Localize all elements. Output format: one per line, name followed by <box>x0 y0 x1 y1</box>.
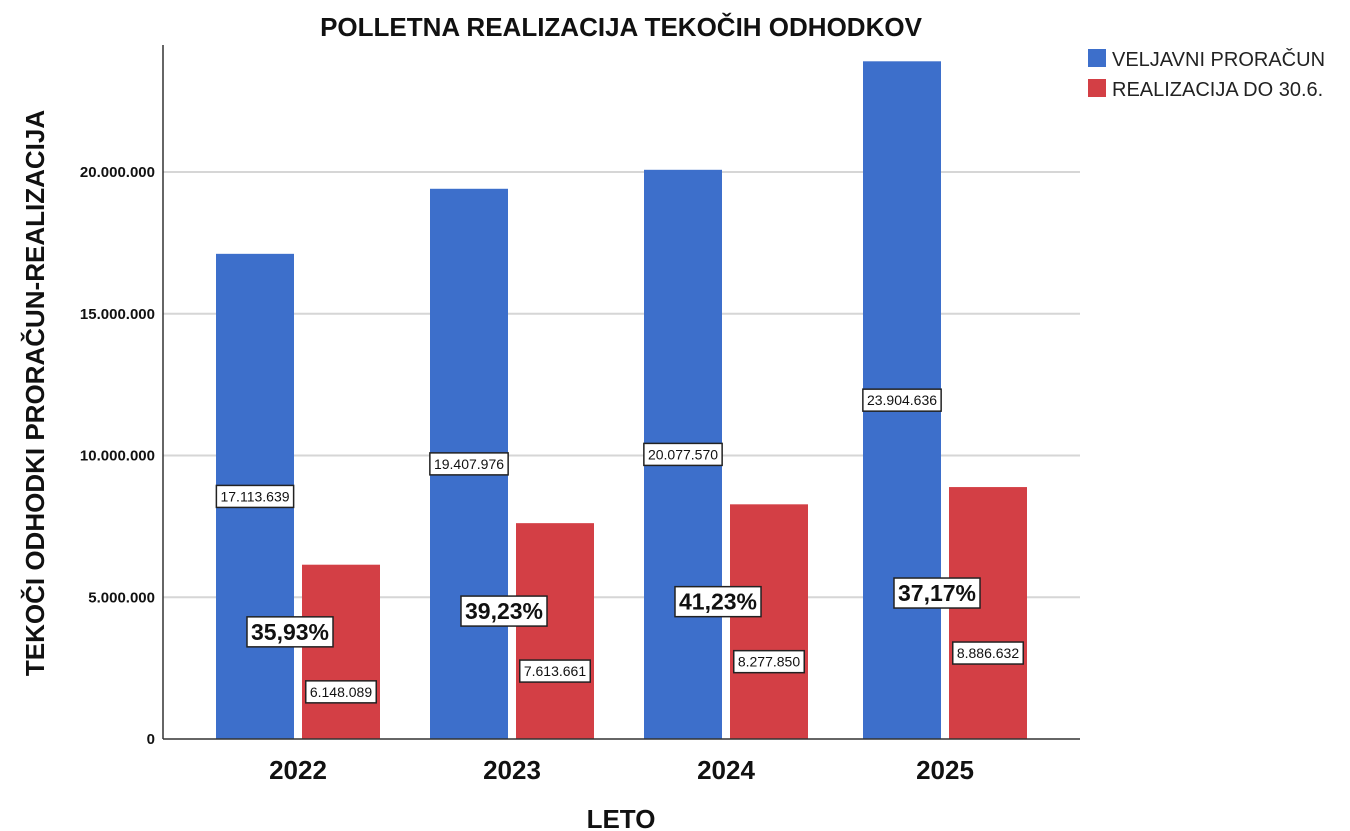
data-label-budget-box <box>862 388 942 412</box>
data-label-realization: 6.148.089 <box>310 684 372 700</box>
legend-swatch-realization <box>1088 79 1106 97</box>
data-label-budget-box <box>215 484 295 509</box>
data-label-realization: 7.613.661 <box>524 663 586 679</box>
percent-label: 41,23% <box>679 589 757 615</box>
data-label-realization-group: 6.148.089 <box>305 680 377 704</box>
data-label-budget-box <box>643 442 723 467</box>
data-label-realization-group: 8.277.850 <box>733 649 805 674</box>
x-tick-label: 2024 <box>697 755 755 785</box>
y-tick-label: 20.000.000 <box>80 164 155 181</box>
data-label-realization: 8.886.632 <box>957 645 1019 661</box>
y-tick-labels: 0 5.000.000 10.000.000 15.000.000 20.000.000 <box>80 164 155 748</box>
bar-realization <box>730 504 808 739</box>
bar-realization <box>949 487 1027 739</box>
percent-label: 35,93% <box>251 619 329 645</box>
axes <box>162 45 1080 740</box>
data-label-budget-group: 23.904.636 <box>862 388 942 412</box>
data-label-realization-box <box>952 641 1024 665</box>
y-tick-label: 0 <box>147 731 155 748</box>
chart-title: POLLETNA REALIZACIJA TEKOČIH ODHODKOV <box>320 12 923 42</box>
percent-label-group: 35,93% <box>246 616 334 648</box>
data-label-budget-group: 20.077.570 <box>643 442 723 467</box>
data-label-realization-group: 7.613.661 <box>519 659 591 683</box>
gridlines <box>163 171 1080 599</box>
legend-swatch-budget <box>1088 49 1106 67</box>
data-label-realization: 8.277.850 <box>738 654 800 670</box>
data-label-realization-box <box>305 680 377 704</box>
x-tick-label: 2023 <box>483 755 541 785</box>
percent-label-box <box>246 616 334 648</box>
data-label-budget-box <box>429 452 509 476</box>
percent-label-group: 37,17% <box>893 577 981 609</box>
legend: VELJAVNI PRORAČUN REALIZACIJA DO 30.6. <box>1088 48 1325 101</box>
percent-label-box <box>674 585 762 618</box>
x-tick-label: 2025 <box>916 755 974 785</box>
y-tick-label: 15.000.000 <box>80 306 155 323</box>
data-label-budget: 20.077.570 <box>648 446 718 462</box>
x-tick-label: 2022 <box>269 755 327 785</box>
x-axis-title: LETO <box>587 804 656 831</box>
data-label-realization-group: 8.886.632 <box>952 641 1024 665</box>
x-tick-labels: 2022 2023 2024 2025 <box>269 755 974 785</box>
percent-label-box <box>460 595 548 627</box>
percent-label-box <box>893 577 981 609</box>
y-tick-label: 10.000.000 <box>80 448 155 465</box>
percent-label: 37,17% <box>898 580 976 606</box>
y-tick-label: 5.000.000 <box>88 589 155 606</box>
legend-label-budget: VELJAVNI PRORAČUN <box>1112 48 1325 71</box>
bar-realization <box>302 564 380 739</box>
percent-label: 39,23% <box>465 598 543 624</box>
percent-label-group: 41,23% <box>674 585 762 618</box>
data-label-budget: 23.904.636 <box>867 392 937 408</box>
data-label-realization-box <box>519 659 591 683</box>
data-label-budget: 17.113.639 <box>220 488 289 504</box>
data-label-budget: 19.407.976 <box>434 456 504 472</box>
data-label-budget-group: 17.113.639 <box>215 484 295 509</box>
legend-label-realization: REALIZACIJA DO 30.6. <box>1112 79 1323 101</box>
data-labels: 17.113.639 6.148.089 35,93% 19.407.976 7.613… <box>215 388 1024 704</box>
y-axis-title: TEKOČI ODHODKI PRORAČUN-REALIZACIJA <box>20 110 50 676</box>
data-label-realization-box <box>733 649 805 674</box>
bar-realization <box>516 523 594 739</box>
percent-label-group: 39,23% <box>460 595 548 627</box>
data-label-budget-group: 19.407.976 <box>429 452 509 476</box>
